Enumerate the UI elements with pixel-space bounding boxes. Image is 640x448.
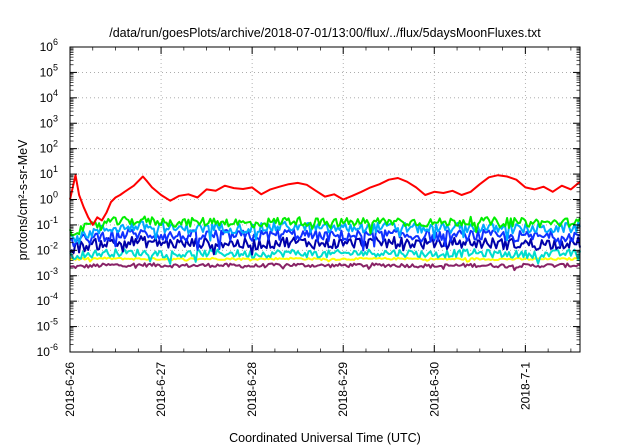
y-tick-label: 100	[40, 190, 58, 207]
x-tick-label: 2018-6-30	[427, 362, 441, 417]
series-line	[69, 248, 581, 265]
y-tick-label: 10-1	[37, 215, 58, 232]
y-tick-label: 106	[40, 37, 58, 54]
y-tick-label: 103	[40, 113, 58, 130]
series-line	[69, 256, 581, 263]
y-tick-label: 101	[40, 164, 58, 181]
axes: 10-6 10-5 10-4 10-3 10-2 10-1 100 101 102 103 104 1…	[37, 37, 580, 417]
series-line	[69, 174, 581, 226]
chart-title: /data/run/goesPlots/archive/2018-07-01/1…	[109, 26, 541, 40]
y-tick-label: 10-5	[37, 317, 58, 334]
y-tick-label: 10-3	[37, 266, 58, 283]
y-tick-label: 105	[40, 62, 58, 79]
y-axis-title: protons/cm²-s-sr-MeV	[16, 139, 30, 261]
y-tick-label: 10-2	[37, 240, 58, 257]
series-line	[69, 215, 581, 237]
y-tick-label: 10-6	[37, 342, 58, 359]
x-tick-label: 2018-6-28	[245, 362, 259, 417]
series-line	[69, 262, 581, 272]
data-series	[69, 174, 581, 272]
x-tick-label: 2018-6-27	[154, 362, 168, 417]
y-tick-label: 10-4	[37, 291, 58, 308]
x-tick-label: 2018-6-26	[63, 362, 77, 417]
x-tick-label: 2018-6-29	[336, 362, 350, 417]
y-tick-label: 102	[40, 139, 58, 156]
x-tick-label: 2018-7-1	[518, 362, 532, 410]
y-tick-label: 104	[40, 88, 58, 105]
x-axis-title: Coordinated Universal Time (UTC)	[229, 431, 421, 445]
